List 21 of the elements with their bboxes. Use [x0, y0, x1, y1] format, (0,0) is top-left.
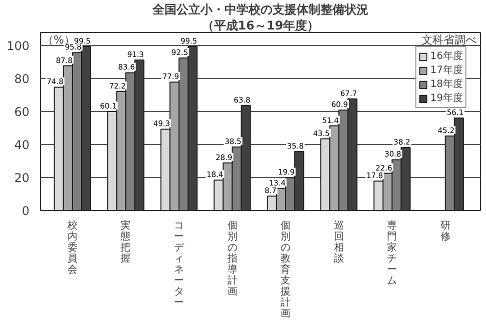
legend-label: 17年度	[430, 64, 463, 77]
y-tick-label: 80	[14, 72, 30, 86]
y-tick-label: 100	[6, 39, 30, 54]
y-tick-label: 60	[14, 105, 30, 120]
annotation: 文科省調べ	[422, 34, 476, 46]
x-tick-label: 実態把握	[120, 220, 131, 264]
y-tick-label: 40	[14, 138, 30, 152]
category-label: 個別の教育支援計画	[280, 220, 291, 320]
chart-title: 全国公立小・中学校の支援体制整備状況	[152, 2, 368, 16]
x-tick-label: コーディネーター	[174, 220, 185, 308]
chart-subtitle: （平成16～19年度）	[202, 18, 320, 32]
y-tick-label: 20	[14, 171, 30, 186]
x-tick-label: 専門家チーム	[387, 220, 398, 286]
x-tick-label: 校内委員会	[66, 220, 78, 276]
x-tick-label: 研修	[440, 220, 450, 242]
legend-label: 19年度	[430, 92, 463, 105]
x-tick-label: 巡回相談	[334, 220, 344, 264]
y-tick-label: 0	[22, 204, 30, 218]
x-tick-label: 個別の指導計画	[226, 220, 238, 298]
legend-label: 18年度	[430, 78, 463, 91]
legend-label: 16年度	[430, 50, 463, 63]
